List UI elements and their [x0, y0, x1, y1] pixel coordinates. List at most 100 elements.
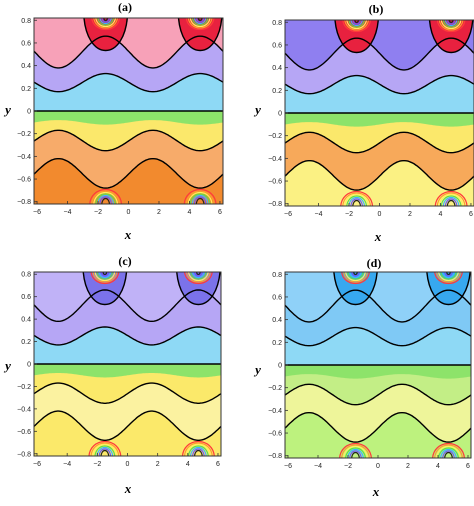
panel-b-peak-top-ring	[438, 20, 464, 31]
panel-b-peak-bottom-ring	[342, 192, 371, 206]
panel-b-ytick-label: 0.4	[272, 65, 282, 72]
panel-c-peak-top-ring	[94, 272, 116, 282]
panel-c-peak-bottom-ring	[92, 443, 118, 456]
panel-d-band-upper	[285, 327, 471, 365]
panel-b-band-top	[285, 20, 474, 70]
panel-d-ytick-label: 0	[278, 363, 282, 370]
panel-d-peak-bottom-ring	[432, 443, 465, 458]
panel-c-plot	[34, 272, 221, 456]
panel-d-peak-lobe-0	[333, 272, 378, 306]
panel-c-peak-top-ring	[184, 272, 213, 285]
panel-d-xtick-label: 4	[436, 463, 440, 470]
panel-a-band-axis	[34, 111, 223, 125]
panel-d-peak-bottom-ring	[349, 450, 362, 458]
panel-c-xtick-label: −2	[93, 461, 101, 468]
panel-b-ytick-label: −0.8	[268, 201, 282, 208]
panel-d-ylabel: y	[253, 362, 261, 377]
panel-d-peak-bottom-ring	[434, 444, 463, 458]
panel-d-title: (d)	[367, 256, 382, 270]
panel-a-ytick-label: 0.4	[21, 63, 31, 70]
panel-d-peak-top-ring	[440, 272, 457, 280]
panel-d-peak-top-ring	[353, 272, 358, 276]
panel-c-xtick-label: −4	[63, 461, 71, 468]
panel-a-peak-top-ring	[191, 18, 209, 26]
panel-b-peak-bottom-ring	[440, 195, 462, 206]
panel-c-ytick-label: −0.8	[17, 451, 31, 458]
panel-d-plot	[285, 272, 471, 458]
panel-b: (b) −6 −4 −2 0 2 4 6 −0.8 −0.6 −0.4 −0.2 0 0.2 0.4 0.6…	[253, 2, 474, 244]
panel-a-peak-top-ring	[97, 18, 114, 26]
panel-a-peak-bottom-ring	[99, 196, 112, 204]
panel-a-peak-bottom-ring	[95, 193, 116, 204]
panel-a-peak-lobe-0	[83, 18, 128, 52]
panel-c-title: (c)	[118, 254, 131, 268]
panel-b-peak-bottom-ring	[350, 198, 363, 206]
panel-d-ytick-label: −0.2	[268, 385, 282, 392]
panel-b-xtick-label: −4	[315, 211, 323, 218]
panel-c-peak-top-ring	[92, 272, 118, 283]
panel-d-peak-bottom-ring	[442, 450, 455, 458]
panel-d-ytick-label: −0.4	[268, 408, 282, 415]
panel-b-peak-top-ring	[344, 20, 369, 31]
panel-a-band-upper-mid	[34, 36, 223, 92]
panel-a-ytick-label: 0.2	[21, 86, 31, 93]
panel-a-peak-bottom-ring	[185, 190, 215, 204]
panel-a-peak-bottom-ring	[91, 190, 120, 204]
panel-d-peak-top-ring	[345, 272, 366, 282]
panel-b-peak-top-ring	[436, 20, 466, 33]
panel-b-peak-top-ring	[352, 20, 361, 25]
panel-a-ytick-label: 0	[27, 109, 31, 116]
panel-a-contour-line-2	[34, 129, 223, 152]
panel-d-peak-top-ring	[444, 272, 453, 277]
panel-b-ytick-label: 0	[278, 111, 282, 118]
panel-d-ytick-label: −0.8	[268, 453, 282, 460]
panel-b-peak-lobe-0	[334, 20, 379, 54]
panel-a-peak-top-ring	[93, 18, 118, 29]
panel-a-peak-bottom-ring	[191, 194, 209, 204]
panel-b-peak-bottom-ring	[434, 191, 468, 206]
panel-c-peak-bottom-ring	[88, 441, 122, 456]
panel-d-peak-lobe-1	[426, 272, 471, 306]
panel-b-band-upper-mid	[285, 38, 474, 94]
panel-d-ytick-label: 0.6	[272, 294, 282, 301]
panel-d-peak-bottom-ring	[341, 444, 370, 458]
panel-b-xtick-label: 4	[439, 211, 443, 218]
panel-b-peak-top-ring	[440, 20, 462, 30]
panel-b-ytick-label: −0.2	[268, 133, 282, 140]
panel-a-ylabel: y	[3, 102, 11, 117]
panel-d-peak-bottom-ring	[440, 448, 457, 458]
panel-b-peak-bottom-ring	[438, 193, 464, 206]
panel-b-xtick-label: 2	[408, 211, 412, 218]
panel-c-ytick-label: 0	[27, 362, 31, 369]
panel-c-band-top	[34, 272, 221, 322]
panel-d-xtick-label: 6	[466, 463, 470, 470]
panel-c: (c) −6 −4 −2 0 2 4 6 −0.8 −0.6 −0.4 −0.2 0 0.2 0.4 0.6…	[3, 254, 222, 496]
panel-a-band-bottom	[34, 158, 223, 204]
panel-b-peak-top-ring	[342, 20, 371, 33]
panel-d-peak-top-ring	[341, 272, 370, 285]
panel-a-peak-bottom-ring	[187, 191, 213, 204]
panel-c-peak-bottom-ring	[98, 448, 112, 456]
panel-c-band-axis	[34, 364, 221, 378]
panel-c-peak-bottom-ring	[186, 443, 211, 456]
panel-a-peak-top-ring	[197, 18, 203, 22]
panel-c-ylabel: y	[3, 358, 11, 373]
panel-b-contour-line-0	[285, 37, 474, 71]
panel-d-contour-line-1	[285, 326, 471, 347]
panel-c-peak-top-ring	[190, 272, 207, 280]
panel-b-ytick-label: −0.6	[268, 179, 282, 186]
panel-a-peak-bottom-ring	[193, 196, 207, 204]
panel-a-peak-lobe-1	[177, 18, 223, 52]
panel-a-band-top	[34, 18, 223, 68]
panel-d-band-upper-mid	[285, 290, 471, 346]
panel-a-peak-top-ring	[187, 18, 213, 29]
panel-d-xtick-label: 2	[406, 463, 410, 470]
panel-a-contour-line-1	[34, 72, 223, 93]
panel-b-peak-bottom-ring	[344, 193, 369, 206]
panel-b-ytick-label: 0.8	[272, 20, 282, 27]
panel-c-band-upper	[34, 327, 221, 364]
panel-c-peak-top-ring	[194, 272, 203, 277]
panel-a-peak-top-ring	[91, 18, 120, 31]
panel-c-band-upper-mid	[34, 290, 221, 345]
panel-b-band-lower-mid	[285, 132, 474, 191]
